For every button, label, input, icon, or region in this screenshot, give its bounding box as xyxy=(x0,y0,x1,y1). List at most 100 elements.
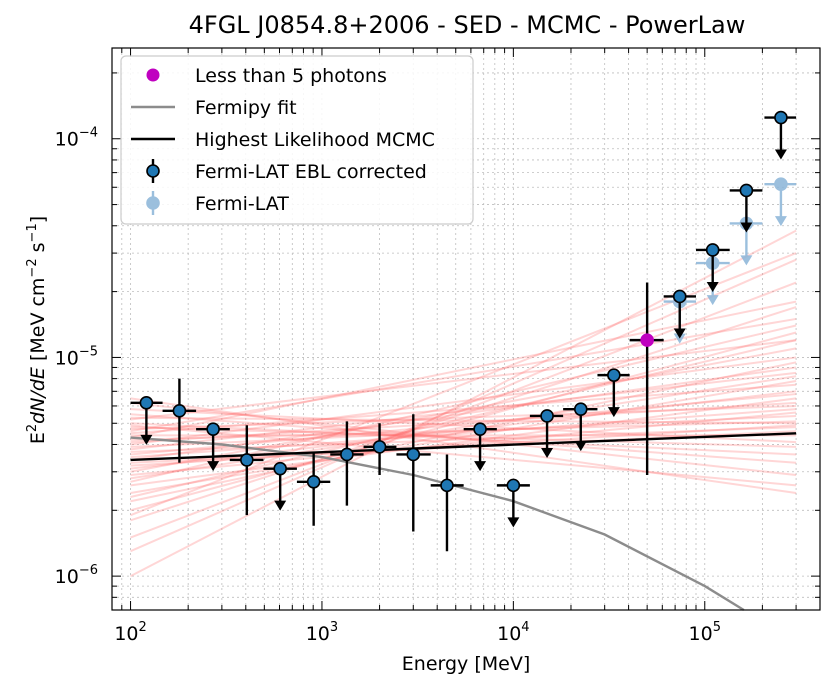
ebl-point-marker xyxy=(607,368,621,382)
mcmc-sample-line xyxy=(130,361,797,503)
y-label-base: E xyxy=(27,432,49,444)
x-tick-label: 102 xyxy=(114,620,146,645)
y-label-unit-pre: [MeV cm xyxy=(27,278,49,368)
ebl-point-marker xyxy=(573,402,588,416)
ebl-point xyxy=(296,451,331,526)
fermi-lat-point-ul-arrow xyxy=(740,255,753,266)
mcmc-sample-line xyxy=(130,366,797,461)
mcmc-sample-line xyxy=(130,371,797,451)
ebl-point xyxy=(764,110,797,160)
fermi-lat-point xyxy=(764,177,797,227)
x-tick-label-base: 10 xyxy=(306,623,330,645)
y-tick-label-exp: −6 xyxy=(79,563,98,578)
x-tick-label-base: 10 xyxy=(497,623,521,645)
y-label-sup1: 2 xyxy=(25,424,40,432)
mcmc-sample-line xyxy=(130,281,797,539)
mcmc-sample-lines xyxy=(130,229,797,578)
ebl-point-ul-arrow xyxy=(474,461,487,472)
y-tick-label-base: 10 xyxy=(55,347,79,369)
y-label-sup2: −2 xyxy=(25,258,40,277)
y-tick-label: 10−5 xyxy=(55,344,98,369)
ebl-point-marker xyxy=(506,478,521,493)
ebl-point-ul-arrow xyxy=(507,517,520,528)
fit-lines xyxy=(130,432,797,612)
ebl-point xyxy=(229,425,264,516)
x-tick-label-base: 10 xyxy=(114,623,138,645)
legend-swatch-marker xyxy=(146,191,160,215)
legend-label: Fermi-LAT EBL corrected xyxy=(195,161,427,183)
y-tick-label-base: 10 xyxy=(55,129,79,151)
mcmc-sample-line xyxy=(130,393,797,456)
ebl-point xyxy=(363,423,397,476)
ebl-point xyxy=(729,183,763,233)
mcmc-sample-line xyxy=(130,413,797,464)
mcmc-sample-line xyxy=(130,404,797,431)
ebl-point-marker xyxy=(139,396,154,410)
data-points xyxy=(130,110,797,552)
ebl-point-marker xyxy=(473,422,487,436)
ebl-point xyxy=(162,378,197,463)
ebl-point xyxy=(597,368,630,418)
mcmc-sample-line xyxy=(130,300,797,439)
y-label-unit-mid: s xyxy=(27,242,49,258)
ebl-point-ul-arrow xyxy=(607,407,620,418)
ebl-point-marker xyxy=(206,422,220,436)
mcmc-sample-line xyxy=(130,380,797,494)
ebl-point-marker xyxy=(739,183,754,198)
x-axis-label: Energy [MeV] xyxy=(402,653,530,675)
mcmc-sample-line xyxy=(130,331,797,512)
fermi-lat-point-ul-arrow xyxy=(673,333,686,344)
ebl-point xyxy=(130,396,163,445)
mcmc-sample-line xyxy=(130,401,797,476)
mcmc-sample-line xyxy=(130,347,797,473)
legend-label: Less than 5 photons xyxy=(195,65,387,87)
mcmc-sample-line xyxy=(130,416,797,425)
legend-label: Highest Likelihood MCMC xyxy=(195,129,435,151)
fermipy-fit-line xyxy=(130,436,745,612)
mcmc-sample-line xyxy=(130,397,797,487)
x-tick-label: 104 xyxy=(497,620,529,645)
x-tick-label-exp: 3 xyxy=(330,620,338,635)
ebl-point-marker xyxy=(306,474,321,489)
mcmc-sample-line xyxy=(130,411,797,476)
mcmc-sample-line xyxy=(130,401,797,444)
low-photon-point-marker xyxy=(640,333,654,347)
ebl-point-marker xyxy=(240,453,254,467)
ebl-point-marker xyxy=(540,409,554,423)
ebl-point xyxy=(496,478,530,528)
y-tick-label-exp: −5 xyxy=(79,344,98,359)
ebl-point-ul-arrow xyxy=(740,222,753,233)
ebl-point xyxy=(430,454,464,552)
legend-swatch-circle xyxy=(146,196,160,210)
ebl-point xyxy=(330,421,364,506)
legend-label: Fermi-LAT xyxy=(195,193,289,215)
x-tick-label-exp: 5 xyxy=(713,620,721,635)
fermi-lat-point-marker xyxy=(774,177,788,191)
x-tick-label-base: 10 xyxy=(689,623,713,645)
legend-swatch-dot xyxy=(146,68,160,82)
y-tick-label: 10−6 xyxy=(55,563,98,588)
mcmc-sample-line xyxy=(130,424,797,487)
ebl-point-marker xyxy=(372,440,387,454)
mcmc-sample-line xyxy=(130,339,797,498)
y-axis-label: E2dN/dE [MeV cm−2 s−1] xyxy=(25,216,49,444)
mcmc-sample-line xyxy=(130,356,797,446)
legend: Less than 5 photons Fermipy fit Highest Li… xyxy=(120,55,474,225)
x-tick-label: 105 xyxy=(689,620,721,645)
ebl-point-marker xyxy=(774,110,788,125)
mcmc-sample-line xyxy=(130,229,797,578)
legend-box xyxy=(120,55,474,225)
y-tick-label-base: 10 xyxy=(55,566,79,588)
ebl-point xyxy=(196,422,230,472)
y-label-sup3: −1 xyxy=(25,223,40,242)
ebl-point xyxy=(696,243,730,292)
low-photon-point xyxy=(629,282,664,476)
max-likelihood-line xyxy=(130,432,797,462)
ebl-point-marker xyxy=(406,447,421,462)
fermi-lat-point-ul-arrow xyxy=(706,295,719,306)
mcmc-sample-line xyxy=(130,408,797,459)
mcmc-sample-line xyxy=(130,426,797,448)
mcmc-sample-line xyxy=(130,258,797,553)
